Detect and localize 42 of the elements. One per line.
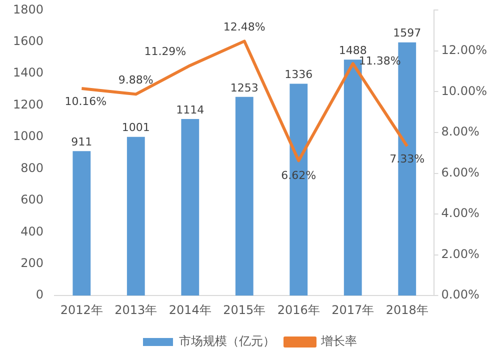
x-tick-label: 2017年 bbox=[332, 302, 374, 317]
y-tick-label: 1200 bbox=[12, 97, 44, 112]
y-tick-label: 200 bbox=[20, 256, 44, 270]
bar bbox=[126, 136, 145, 296]
x-tick-label: 2014年 bbox=[168, 302, 212, 317]
data-label: 1597 bbox=[393, 26, 422, 40]
y2-tick-label: 8.00% bbox=[441, 124, 480, 139]
y-tick-label: 400 bbox=[20, 224, 44, 238]
legend-label: 市场规模（亿元） bbox=[179, 334, 275, 348]
y2-tick-label: 6.00% bbox=[441, 165, 480, 180]
data-label: 9.88% bbox=[118, 74, 154, 87]
y-tick-label: 1400 bbox=[12, 66, 44, 80]
bar bbox=[181, 118, 200, 296]
data-label: 1253 bbox=[230, 81, 258, 94]
y-tick-label: 1800 bbox=[12, 2, 44, 16]
y-tick-label: 600 bbox=[20, 192, 44, 207]
y-tick-label: 0 bbox=[36, 288, 44, 302]
data-label: 12.48% bbox=[223, 20, 266, 34]
y2-tick-label: 2.00% bbox=[441, 246, 480, 261]
bar bbox=[72, 151, 91, 296]
y2-tick-label: 10.00% bbox=[441, 84, 488, 98]
bar bbox=[235, 96, 254, 296]
y-tick-label: 800 bbox=[20, 160, 44, 175]
y2-tick-label: 0.00% bbox=[441, 288, 480, 302]
data-label: 1336 bbox=[284, 68, 313, 82]
data-label: 1114 bbox=[176, 103, 204, 116]
data-label: 911 bbox=[71, 136, 92, 149]
x-tick-label: 2013年 bbox=[114, 302, 158, 317]
x-tick-label: 2015年 bbox=[223, 302, 266, 317]
y-tick-label: 1000 bbox=[12, 129, 44, 144]
y2-tick-label: 12.00% bbox=[441, 43, 488, 58]
x-tick-label: 2016年 bbox=[277, 302, 320, 317]
x-tick-label: 2012年 bbox=[60, 302, 103, 317]
y2-tick-label: 4.00% bbox=[441, 206, 480, 220]
y-tick-label: 1600 bbox=[12, 34, 44, 48]
legend-label: 增长率 bbox=[320, 334, 357, 348]
data-label: 10.16% bbox=[64, 94, 107, 108]
x-tick-label: 2018年 bbox=[386, 302, 428, 317]
bar bbox=[344, 60, 362, 296]
data-label: 1001 bbox=[122, 121, 150, 134]
data-label: 11.29% bbox=[144, 44, 186, 58]
data-label: 1488 bbox=[338, 44, 367, 58]
